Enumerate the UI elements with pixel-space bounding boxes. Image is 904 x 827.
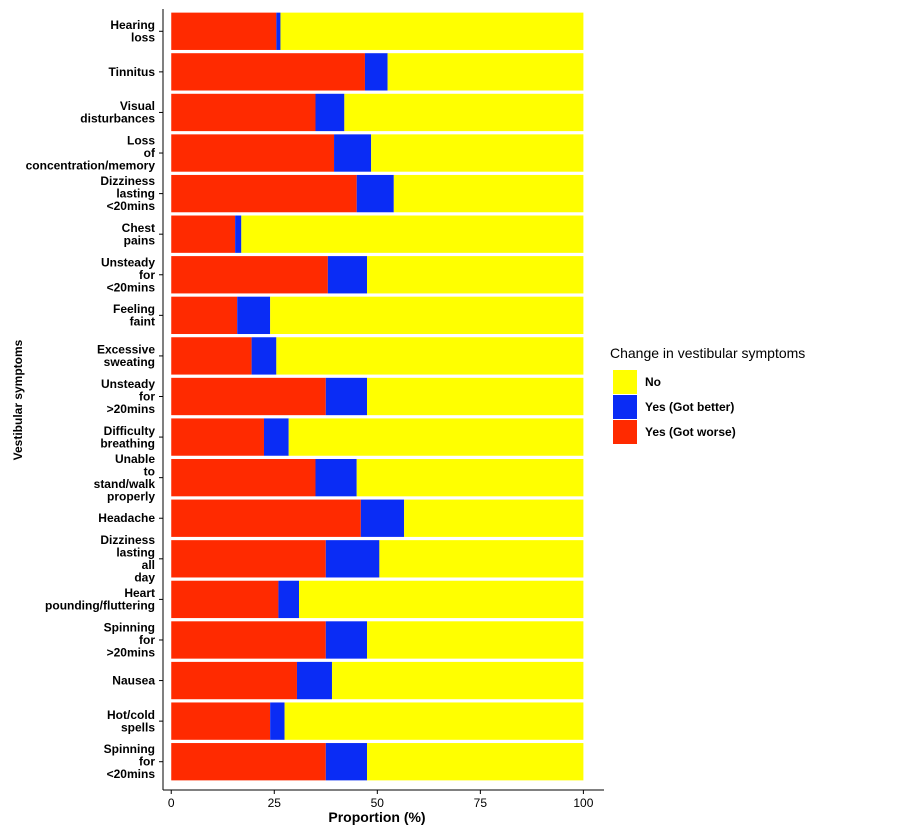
bar-segment xyxy=(331,661,584,700)
bar-segment xyxy=(270,296,584,335)
y-tick-label: Headache xyxy=(98,511,155,525)
y-tick-label: Dizziness lasting <20mins xyxy=(100,174,155,213)
bar-segment xyxy=(367,743,584,781)
bar-segment xyxy=(327,256,368,294)
bar-segment xyxy=(360,499,405,537)
x-tick-label: 50 xyxy=(371,796,385,810)
bar-segment xyxy=(299,580,584,619)
x-axis-title: Proportion (%) xyxy=(328,809,425,825)
bar-segment xyxy=(270,702,285,740)
y-tick-label: Hot/cold spells xyxy=(107,708,155,735)
bar-segment xyxy=(356,458,584,497)
bar-segment xyxy=(325,743,368,781)
bar-segment xyxy=(171,702,271,740)
bar-segment xyxy=(171,499,361,537)
y-axis-title: Vestibular symptoms xyxy=(11,339,25,460)
bar-segment xyxy=(325,377,368,416)
y-tick-label: Loss of concentration/memory xyxy=(26,134,156,173)
bar-segment xyxy=(171,377,326,416)
bar-segment xyxy=(296,661,332,700)
bar-segment xyxy=(171,296,238,335)
legend-swatch xyxy=(613,420,637,444)
legend-title: Change in vestibular symptoms xyxy=(610,345,805,361)
bar-segment xyxy=(371,134,584,172)
bar-segment xyxy=(171,256,328,294)
bar-segment xyxy=(315,458,357,497)
bar-segment xyxy=(171,93,316,132)
y-tick-label: Tinnitus xyxy=(109,65,156,79)
legend-label: Yes (Got better) xyxy=(645,400,734,414)
legend-label: No xyxy=(645,375,661,389)
y-tick-label: Heart pounding/fluttering xyxy=(45,586,155,613)
bar-segment xyxy=(235,215,242,253)
y-tick-label: Unsteady for <20mins xyxy=(101,255,155,294)
y-tick-label: Nausea xyxy=(112,674,155,688)
y-tick-label: Dizziness lasting all day xyxy=(100,533,155,585)
bar-segment xyxy=(367,256,584,294)
legend-swatch xyxy=(613,395,637,419)
bar-segment xyxy=(171,458,316,497)
legend-swatch xyxy=(613,370,637,394)
x-tick-label: 75 xyxy=(474,796,488,810)
bar-segment xyxy=(325,540,380,578)
bar-segment xyxy=(284,702,584,740)
bar-segment xyxy=(315,93,345,132)
bar-segment xyxy=(288,418,584,456)
bar-segment xyxy=(171,174,357,213)
bar-segment xyxy=(171,12,277,50)
bar-segment xyxy=(171,580,279,619)
bar-segment xyxy=(263,418,289,456)
bar-segment xyxy=(280,12,584,50)
bar-segment xyxy=(171,215,236,253)
bar-segment xyxy=(276,337,584,375)
bar-segment xyxy=(241,215,584,253)
bar-segment xyxy=(251,337,277,375)
bar-segment xyxy=(276,12,281,50)
bar-segment xyxy=(278,580,300,619)
y-tick-label: Spinning for >20mins xyxy=(104,620,156,659)
bar-segment xyxy=(334,134,372,172)
bar-segment xyxy=(325,621,368,659)
bar-segment xyxy=(404,499,584,537)
bar-segment xyxy=(364,53,388,91)
bar-segment xyxy=(171,540,326,578)
y-tick-label: Unsteady for >20mins xyxy=(101,377,155,416)
y-tick-label: Spinning for <20mins xyxy=(104,742,156,781)
y-tick-label: Difficulty breathing xyxy=(100,424,155,451)
bar-segment xyxy=(393,174,584,213)
bar-segment xyxy=(171,337,252,375)
bar-segment xyxy=(171,743,326,781)
y-tick-label: Excessive sweating xyxy=(97,343,155,370)
bar-segment xyxy=(387,53,584,91)
bar-segment xyxy=(367,621,584,659)
bar-segment xyxy=(171,621,326,659)
bar-segment xyxy=(367,377,584,416)
bar-segment xyxy=(171,134,335,172)
legend-label: Yes (Got worse) xyxy=(645,425,736,439)
x-tick-label: 100 xyxy=(573,796,593,810)
bar-segment xyxy=(171,661,297,700)
bar-segment xyxy=(171,418,264,456)
bar-segment xyxy=(379,540,584,578)
bar-segment xyxy=(171,53,365,91)
y-tick-label: Hearing loss xyxy=(110,18,155,45)
bar-segment xyxy=(237,296,271,335)
x-tick-label: 25 xyxy=(268,796,282,810)
bar-segment xyxy=(344,93,584,132)
y-tick-label: Feeling faint xyxy=(113,302,155,329)
y-tick-label: Unable to stand/walk properly xyxy=(94,452,156,504)
bar-segment xyxy=(356,174,394,213)
x-tick-label: 0 xyxy=(168,796,175,810)
y-tick-label: Visual disturbances xyxy=(80,99,155,126)
y-tick-label: Chest pains xyxy=(122,221,156,248)
